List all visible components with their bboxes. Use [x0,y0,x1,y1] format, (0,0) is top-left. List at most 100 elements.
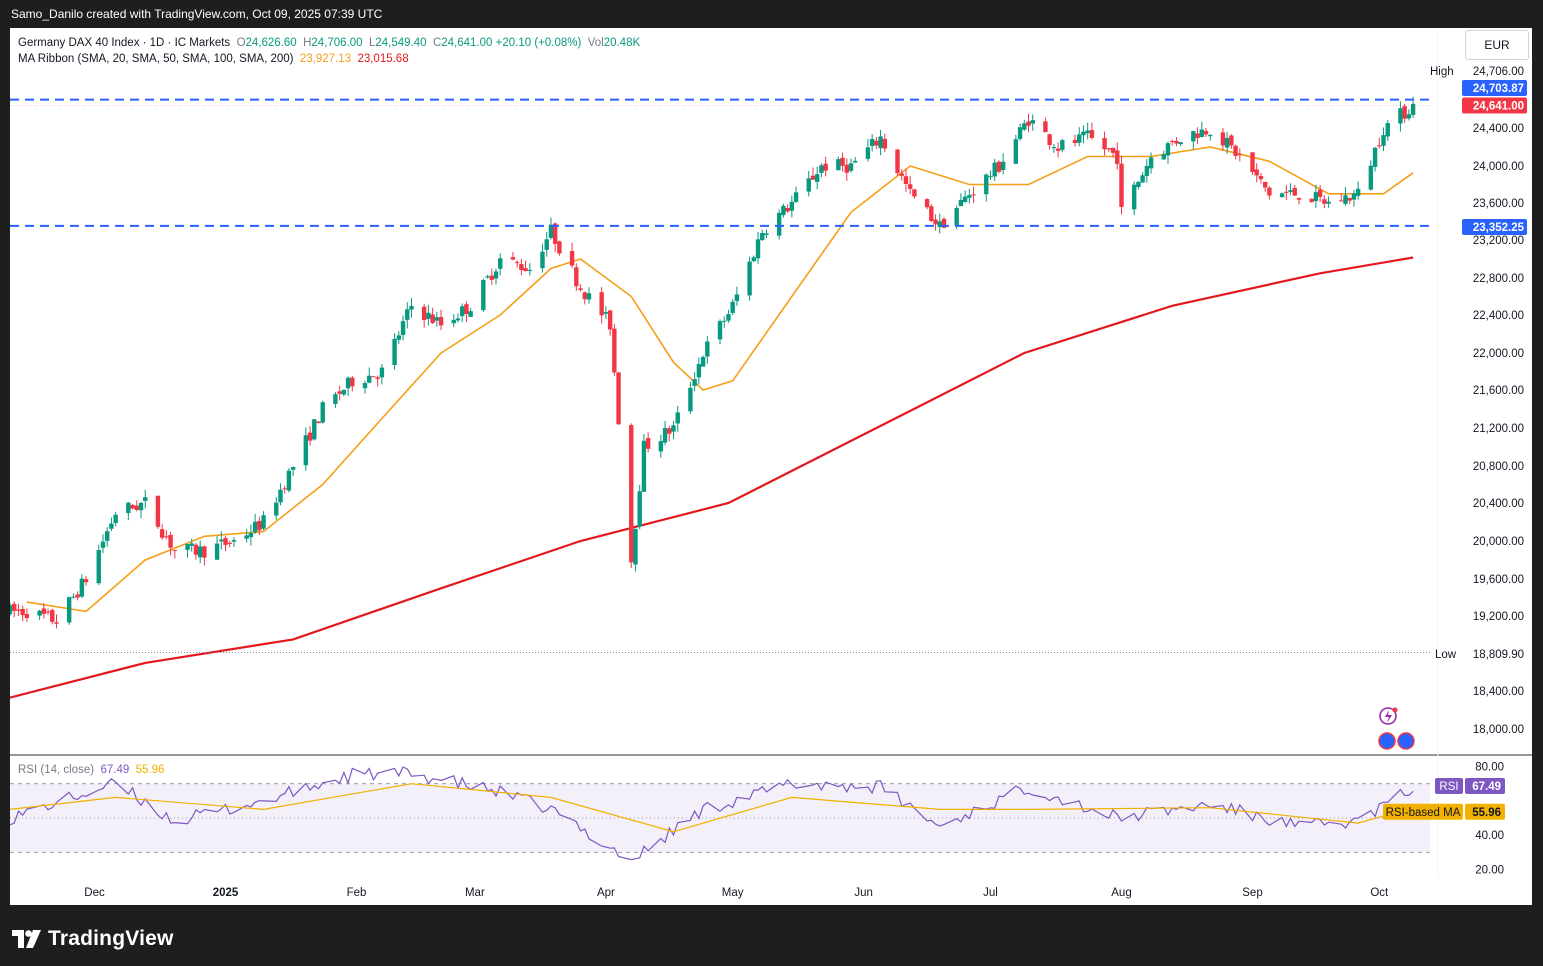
candle-body [159,529,165,538]
price-tick-label: 19,200.00 [1473,611,1524,623]
currency-button[interactable]: EUR [1465,30,1529,60]
rsi-ma-tag-name: RSI-based MA [1386,807,1461,819]
candle-body [1343,195,1348,204]
candle-body [1385,123,1390,137]
candle-body [126,502,131,514]
candle-body [451,319,456,324]
candle-body [1292,187,1297,196]
candle-body [1351,193,1357,200]
candle-body [696,364,702,378]
candle-body [645,437,651,449]
candle-body [219,539,224,542]
candle-body [844,164,849,173]
candle-body [612,328,617,373]
candle-body [785,207,790,212]
rsi-ma-tag-value: 55.96 [1472,807,1501,819]
rsi-tag-value: 67.49 [1472,781,1501,793]
lower-level-tag-bg [1462,219,1527,235]
candle-body [1224,137,1230,148]
candle-body [438,317,444,326]
symbol-title[interactable]: Germany DAX 40 Index · 1D · IC Markets [18,37,231,49]
price-tick-label: 18,000.00 [1473,724,1524,736]
candle-body [764,233,769,235]
candle-body [819,165,824,173]
high-label: H [303,37,312,49]
event-flag-icon[interactable] [1397,732,1415,750]
candle-body [1017,127,1023,139]
candle-body [409,305,414,310]
candle-body [726,314,731,321]
close-value: 24,641.00 [441,37,493,49]
high-label: High [1430,66,1454,78]
candle-body [869,138,875,146]
candle-body [1258,175,1264,180]
time-tick-label: Jun [854,887,873,899]
candle-body [337,391,342,394]
candle-body [464,304,469,315]
ma-fast-value: 23,927.13 [299,53,352,65]
alert-dot-icon [1392,707,1398,713]
candle-body [840,157,845,166]
grid [10,28,1532,878]
candle-body [1368,165,1374,190]
candle-body [789,201,795,211]
chart-frame[interactable]: 24,400.00 24,000.00 23,600.00 23,200.00 22,8… [10,28,1532,905]
low-value: 18,809.90 [1473,649,1524,661]
candle-body [667,428,672,434]
candle-body [1322,199,1327,204]
candle-body [878,136,883,149]
time-tick-label: Jul [983,887,998,899]
candle-body [164,536,169,538]
event-flag-icon[interactable] [1378,732,1396,750]
open-label: O [236,37,246,49]
candle-body [924,199,930,208]
candle-body [557,241,562,254]
brand-name: TradingView [48,927,174,950]
candle-body [1309,198,1314,203]
candle-body [1119,163,1124,207]
candle-body [307,432,313,441]
candle-body [197,546,203,558]
candle-body [1410,103,1416,115]
candle-body [223,538,228,545]
price-tick-label: 23,200.00 [1473,235,1524,247]
candle-body [675,412,680,424]
candle-body [658,441,664,452]
price-tick-label: 20,400.00 [1473,498,1524,510]
candle-body [489,275,494,280]
candle-body [607,310,613,330]
price-tick-label: 20,800.00 [1473,461,1524,473]
candle-body [781,205,786,216]
candle-body [1085,130,1090,134]
main-legend: Germany DAX 40 Index · 1D · IC Markets O… [18,35,640,67]
candle-body [747,261,752,296]
candle-body [848,163,854,171]
candle-body [421,306,427,321]
lightning-icon[interactable] [1379,707,1397,725]
candle-body [1102,138,1107,150]
candle-body [1402,106,1407,119]
rsi-title[interactable]: RSI (14, close) [18,764,95,776]
candle-body [1026,121,1031,126]
top-bar: Samo_Danilo created with TradingView.com… [0,0,1543,28]
candle-body [261,515,266,529]
candle-body [540,251,545,269]
candle-body [274,502,279,516]
ma-ribbon-title[interactable]: MA Ribbon (SMA, 20, SMA, 50, SMA, 100, S… [18,53,294,65]
time-tick-label: Oct [1370,887,1389,899]
candle-body [552,223,558,244]
chart-canvas[interactable]: 24,400.00 24,000.00 23,600.00 23,200.00 22,8… [10,28,1532,905]
high-value: 24,706.00 [311,37,363,49]
tradingview-logo[interactable]: TradingView [12,927,174,951]
candle-body [405,309,410,320]
time-tick-label: 2025 [213,887,239,899]
upper-level-tag: 24,703.87 [1473,83,1524,95]
price-tick-label: 19,600.00 [1473,574,1524,586]
candle-body [498,258,503,269]
candle-body [755,239,761,259]
candle-body [1254,169,1259,176]
candle-body [899,173,904,176]
candle-body [113,514,118,524]
candle-body [776,212,782,236]
rsi-ma-tag-value-bg [1465,803,1505,820]
